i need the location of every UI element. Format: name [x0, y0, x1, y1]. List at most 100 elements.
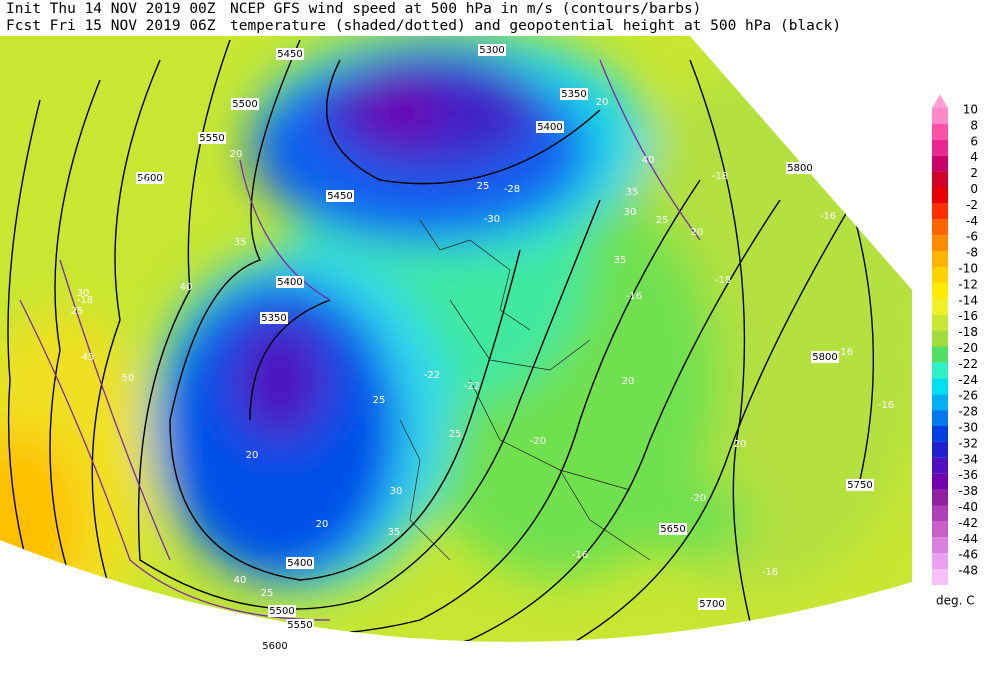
height-label: 5700	[699, 599, 724, 610]
height-label: 5750	[847, 480, 872, 491]
colorbar-swatch	[932, 457, 948, 474]
colorbar-swatch	[932, 378, 948, 395]
height-label: 5600	[262, 641, 287, 652]
height-label-bg	[231, 98, 259, 110]
wind-label: 35	[234, 237, 247, 248]
colorbar-swatch	[932, 235, 948, 252]
colorbar-swatch	[932, 123, 948, 140]
wind-label: 20	[139, 175, 152, 186]
colorbar-swatch	[932, 108, 948, 124]
height-label-bg	[846, 479, 874, 491]
wind-label: 40	[642, 155, 655, 166]
height-label: 5450	[277, 49, 302, 60]
colorbar-swatch	[932, 473, 948, 490]
height-label-bg	[136, 172, 164, 184]
colorbar-label: -28	[958, 405, 978, 419]
height-label: 5350	[561, 89, 586, 100]
wind-label: 20	[246, 450, 259, 461]
height-label-bg	[286, 619, 314, 631]
wind-label: 25	[71, 306, 84, 317]
map-labels: 5450550055505600530053505400545054005350…	[71, 44, 894, 668]
wind-label: 20	[596, 97, 609, 108]
height-label-bg	[659, 523, 687, 535]
wind-label: 30	[624, 207, 637, 218]
colorbar-label: 10	[963, 103, 978, 117]
height-label-bg	[276, 276, 304, 288]
colorbar-label: -12	[958, 277, 978, 291]
colorbar-label: -16	[958, 309, 978, 323]
title-line-1: NCEP GFS wind speed at 500 hPa in m/s (c…	[230, 1, 701, 17]
colorbar-swatch	[932, 155, 948, 172]
colorbar-label: -10	[958, 262, 978, 276]
wind-label: 25	[449, 429, 462, 440]
temperature-label: -20	[690, 493, 706, 504]
colorbar-label: -14	[958, 293, 978, 307]
colorbar-swatch	[932, 314, 948, 331]
height-label: 5600	[137, 173, 162, 184]
height-label: 5550	[199, 133, 224, 144]
height-label: 5800	[787, 163, 812, 174]
wind-label: 20	[230, 149, 243, 160]
colorbar-swatch	[932, 569, 948, 585]
height-label-bg	[260, 312, 288, 324]
temperature-label: -18	[712, 171, 728, 182]
colorbar-swatch	[932, 362, 948, 379]
temperature-label: -16	[820, 211, 836, 222]
colorbar-swatch	[932, 553, 948, 570]
colorbar-label: -4	[966, 214, 978, 228]
height-label-bg	[536, 121, 564, 133]
height-label: 5350	[261, 313, 286, 324]
colorbar-swatch	[932, 426, 948, 442]
height-label: 5650	[660, 524, 685, 535]
title-line-2: temperature (shaded/dotted) and geopoten…	[230, 18, 841, 34]
colorbar-label: -36	[958, 468, 978, 482]
colorbar-swatch	[932, 441, 948, 458]
colorbar-label: 2	[970, 166, 978, 180]
colorbar-swatch	[932, 537, 948, 554]
colorbar-label: -38	[958, 484, 978, 498]
temperature-label: -20	[530, 436, 546, 447]
height-label-bg	[198, 132, 226, 144]
wind-label: 40	[234, 575, 247, 586]
height-label-bg	[811, 351, 839, 363]
colorbar-swatch	[932, 187, 948, 204]
colorbar-label: -8	[966, 246, 978, 260]
colorbar-label: -32	[958, 436, 978, 450]
colorbar-swatch	[932, 171, 948, 188]
colorbar-label: -34	[958, 452, 978, 466]
temperature-label: -18	[77, 295, 93, 306]
colorbar-unit: deg. C	[936, 594, 975, 608]
init-time: Init Thu 14 NOV 2019 00Z	[6, 1, 216, 17]
colorbar-label: 0	[970, 182, 978, 196]
wind-label: 25	[477, 181, 490, 192]
height-label: 5450	[327, 191, 352, 202]
temperature-label: -22	[464, 381, 480, 392]
height-label-bg	[261, 640, 289, 652]
colorbar-swatch	[932, 489, 948, 506]
colorbar-swatch	[932, 394, 948, 411]
colorbar-label: -22	[958, 357, 978, 371]
height-label-bg	[276, 48, 304, 60]
colorbar-swatch	[932, 251, 948, 267]
height-label: 5400	[287, 558, 312, 569]
height-label-bg	[560, 88, 588, 100]
height-label: 5300	[479, 45, 504, 56]
temperature-label: -22	[424, 370, 440, 381]
wind-label: 45	[82, 352, 95, 363]
colorbar-swatch	[932, 298, 948, 315]
wind-label: 30	[77, 288, 90, 299]
height-label-bg	[698, 598, 726, 610]
wind-label: 20	[734, 439, 747, 450]
wind-label: 50	[122, 373, 135, 384]
colorbar-label: 8	[970, 118, 978, 132]
temperature-label: -16	[762, 567, 778, 578]
colorbar-label: -20	[958, 341, 978, 355]
colorbar-label: -18	[958, 325, 978, 339]
temperature-label: -30	[484, 214, 500, 225]
colorbar-swatch	[932, 267, 948, 283]
colorbar-label: -48	[958, 564, 978, 578]
colorbar-swatch	[932, 410, 948, 426]
wind-label: 20	[316, 519, 329, 530]
colorbar-label: 6	[970, 134, 978, 148]
